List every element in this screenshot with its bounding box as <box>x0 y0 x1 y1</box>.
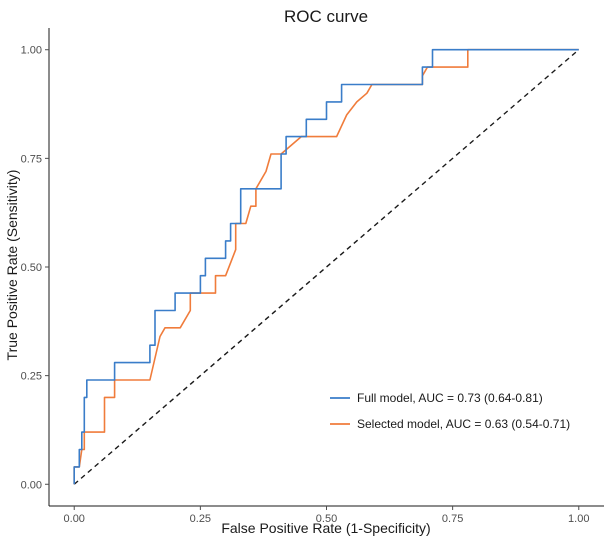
y-tick-label: 0.75 <box>21 153 42 165</box>
y-tick-label: 0.25 <box>21 371 42 383</box>
y-tick-label: 0.00 <box>21 479 42 491</box>
legend-label-full-model: Full model, AUC = 0.73 (0.64-0.81) <box>357 391 543 405</box>
x-axis-label: False Positive Rate (1-Specificity) <box>221 520 430 536</box>
y-tick-label: 0.50 <box>21 262 42 274</box>
chart-title: ROC curve <box>284 7 368 26</box>
x-tick-label: 0.25 <box>190 513 211 525</box>
x-tick-label: 0.50 <box>316 513 337 525</box>
roc-line-selected-model <box>73 48 579 485</box>
legend-label-selected-model: Selected model, AUC = 0.63 (0.54-0.71) <box>357 417 570 431</box>
reference-diagonal-line <box>73 49 580 485</box>
legend: Full model, AUC = 0.73 (0.64-0.81) Selec… <box>330 391 570 431</box>
y-tick-label: 1.00 <box>21 45 42 57</box>
roc-line-full-model <box>73 48 579 485</box>
x-tick-label: 0.00 <box>64 513 85 525</box>
plot-area: 0.00 0.25 0.50 0.75 1.00 0.00 0.25 0.50 0.75 1.00 <box>21 28 604 525</box>
x-tick-label: 1.00 <box>568 513 589 525</box>
y-axis-label: True Positive Rate (Sensitivity) <box>4 170 20 361</box>
x-tick-label: 0.75 <box>442 513 463 525</box>
